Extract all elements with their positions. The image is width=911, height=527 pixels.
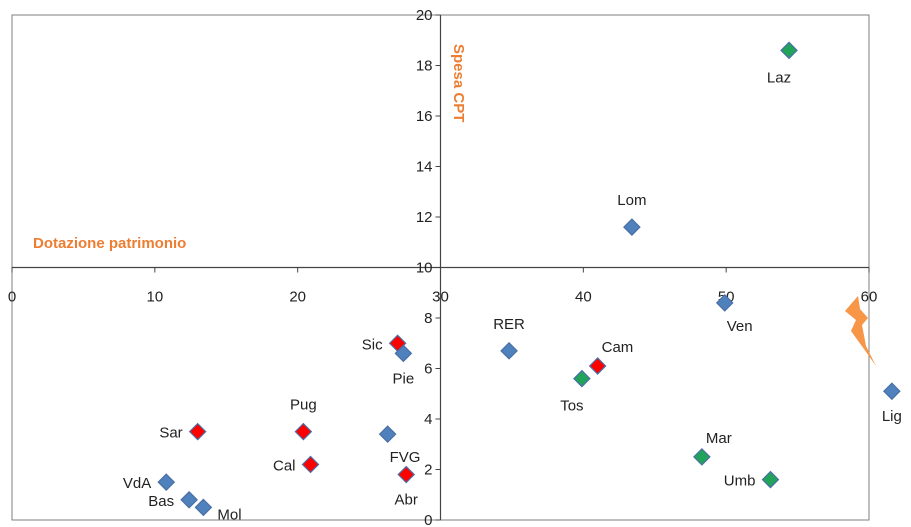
point-label-laz: Laz: [767, 69, 791, 86]
data-point-tos: [573, 369, 591, 388]
y-tick-label: 2: [424, 462, 432, 479]
data-point-mol: [194, 498, 213, 517]
y-tick-label: 12: [416, 209, 433, 226]
x-tick-label: 20: [289, 289, 306, 306]
data-point-cal: [301, 455, 320, 474]
data-point-vda: [157, 473, 176, 491]
x-axis-title: Dotazione patrimonio: [33, 235, 186, 252]
point-label-pug: Pug: [290, 397, 317, 414]
point-label-mar: Mar: [706, 430, 732, 447]
point-label-abr: Abr: [395, 492, 418, 509]
data-point-umb: [761, 470, 780, 489]
point-label-rer: RER: [493, 316, 525, 333]
point-label-vda: VdA: [123, 475, 151, 492]
data-point-lig: [883, 382, 901, 401]
data-point-pug: [294, 422, 313, 441]
point-label-lom: Lom: [617, 192, 646, 209]
data-point-pie: [394, 344, 413, 363]
x-tick-label: 0: [8, 289, 16, 306]
x-tick-label: 30: [432, 289, 449, 306]
point-label-sic: Sic: [362, 336, 383, 353]
data-point-rer: [500, 341, 518, 360]
y-tick-label: 4: [424, 411, 432, 428]
data-point-sar: [188, 422, 207, 441]
y-tick-label: 8: [424, 310, 432, 327]
point-label-mol: Mol: [217, 506, 241, 523]
point-label-bas: Bas: [148, 493, 174, 510]
data-point-bas: [180, 490, 198, 509]
x-tick-label: 40: [575, 289, 592, 306]
data-point-fvg: [378, 425, 397, 443]
data-point-cam: [588, 357, 607, 375]
y-tick-label: 20: [416, 7, 433, 24]
axes: [11, 14, 870, 521]
y-tick-label: 16: [416, 108, 433, 125]
point-label-fvg: FVG: [390, 449, 421, 466]
x-tick-labels: 0102030405060: [8, 289, 878, 306]
point-label-sar: Sar: [159, 425, 182, 442]
x-tick-label: 60: [861, 289, 878, 306]
y-tick-label: 18: [416, 58, 433, 75]
point-label-ven: Ven: [727, 318, 753, 335]
point-label-tos: Tos: [560, 398, 583, 415]
point-label-cal: Cal: [273, 457, 296, 474]
data-point-laz: [780, 41, 798, 60]
break-bolt-icon: [845, 296, 876, 366]
data-point-ven: [715, 294, 734, 312]
data-point-mar: [693, 448, 711, 466]
y-tick-label: 0: [424, 512, 432, 527]
y-axis-title: Spesa CPT: [450, 44, 467, 122]
point-label-cam: Cam: [602, 339, 634, 356]
point-label-pie: Pie: [393, 370, 415, 387]
data-point-lom: [623, 218, 641, 236]
data-point-abr: [397, 465, 416, 484]
y-tick-label: 6: [424, 361, 432, 378]
point-label-lig: Lig: [882, 408, 902, 425]
y-tick-label: 10: [416, 260, 433, 277]
point-label-umb: Umb: [724, 473, 756, 490]
y-tick-labels: 0 2 4 6 8 10 12 14 16 18 20: [416, 7, 433, 527]
x-tick-label: 10: [146, 289, 163, 306]
data-points: Laz Lom Ven RER Cam Tos Lig Mar Umb Sic Pie Pug Sar F…: [123, 41, 902, 523]
y-tick-label: 14: [416, 159, 433, 176]
